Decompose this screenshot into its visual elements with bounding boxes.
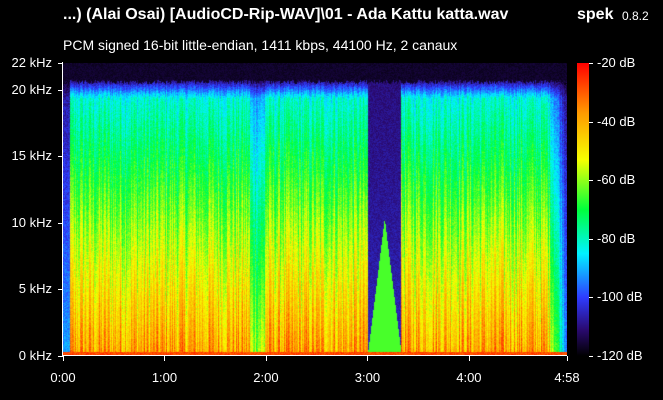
freq-label-5khz: 5 kHz [18,281,52,297]
freq-label-20khz: 20 kHz [11,81,52,97]
time-tick [367,356,368,361]
time-tick [567,356,568,361]
file-title: ...) (Alai Osai) [AudioCD-Rip-WAV]\01 - … [63,6,509,23]
audio-info: PCM signed 16-bit little-endian, 1411 kb… [63,37,458,53]
db-label-minus-100: -100 dB [597,289,643,305]
time-tick [63,356,64,361]
freq-label-15khz: 15 kHz [11,148,52,164]
db-label-minus-60: -60 dB [597,172,636,188]
db-tick [589,356,593,357]
freq-label-22khz: 22 kHz [11,55,52,70]
time-label-0-00: 0:00 [50,370,76,385]
db-tick [589,63,593,64]
db-tick [589,239,593,240]
time-tick [164,356,165,361]
time-label-2-00: 2:00 [253,370,279,385]
app-version: 0.8.2 [622,9,649,23]
spectrogram-canvas[interactable] [63,63,567,356]
db-label-minus-80: -80 dB [597,230,636,246]
time-label-4-00: 4:00 [456,370,482,385]
freq-tick [58,63,63,64]
db-tick [589,122,593,123]
freq-label-10khz: 10 kHz [11,214,52,230]
time-tick [266,356,267,361]
freq-tick [58,90,63,91]
db-label-minus-120: -120 dB [597,348,643,363]
freq-label-0khz: 0 kHz [18,348,52,363]
db-tick [589,180,593,181]
db-label-minus-40: -40 dB [597,113,636,129]
freq-tick [58,156,63,157]
time-label-4-58: 4:58 [554,370,580,385]
time-label-3-00: 3:00 [354,370,381,385]
time-tick [469,356,470,361]
db-label-minus-20: -20 dB [597,55,636,70]
app-name: spek [577,6,614,23]
db-tick [589,297,593,298]
freq-tick [58,223,63,224]
db-colorbar [577,63,589,356]
freq-tick [58,289,63,290]
freq-tick [58,356,63,357]
time-label-1-00: 1:00 [151,370,178,385]
